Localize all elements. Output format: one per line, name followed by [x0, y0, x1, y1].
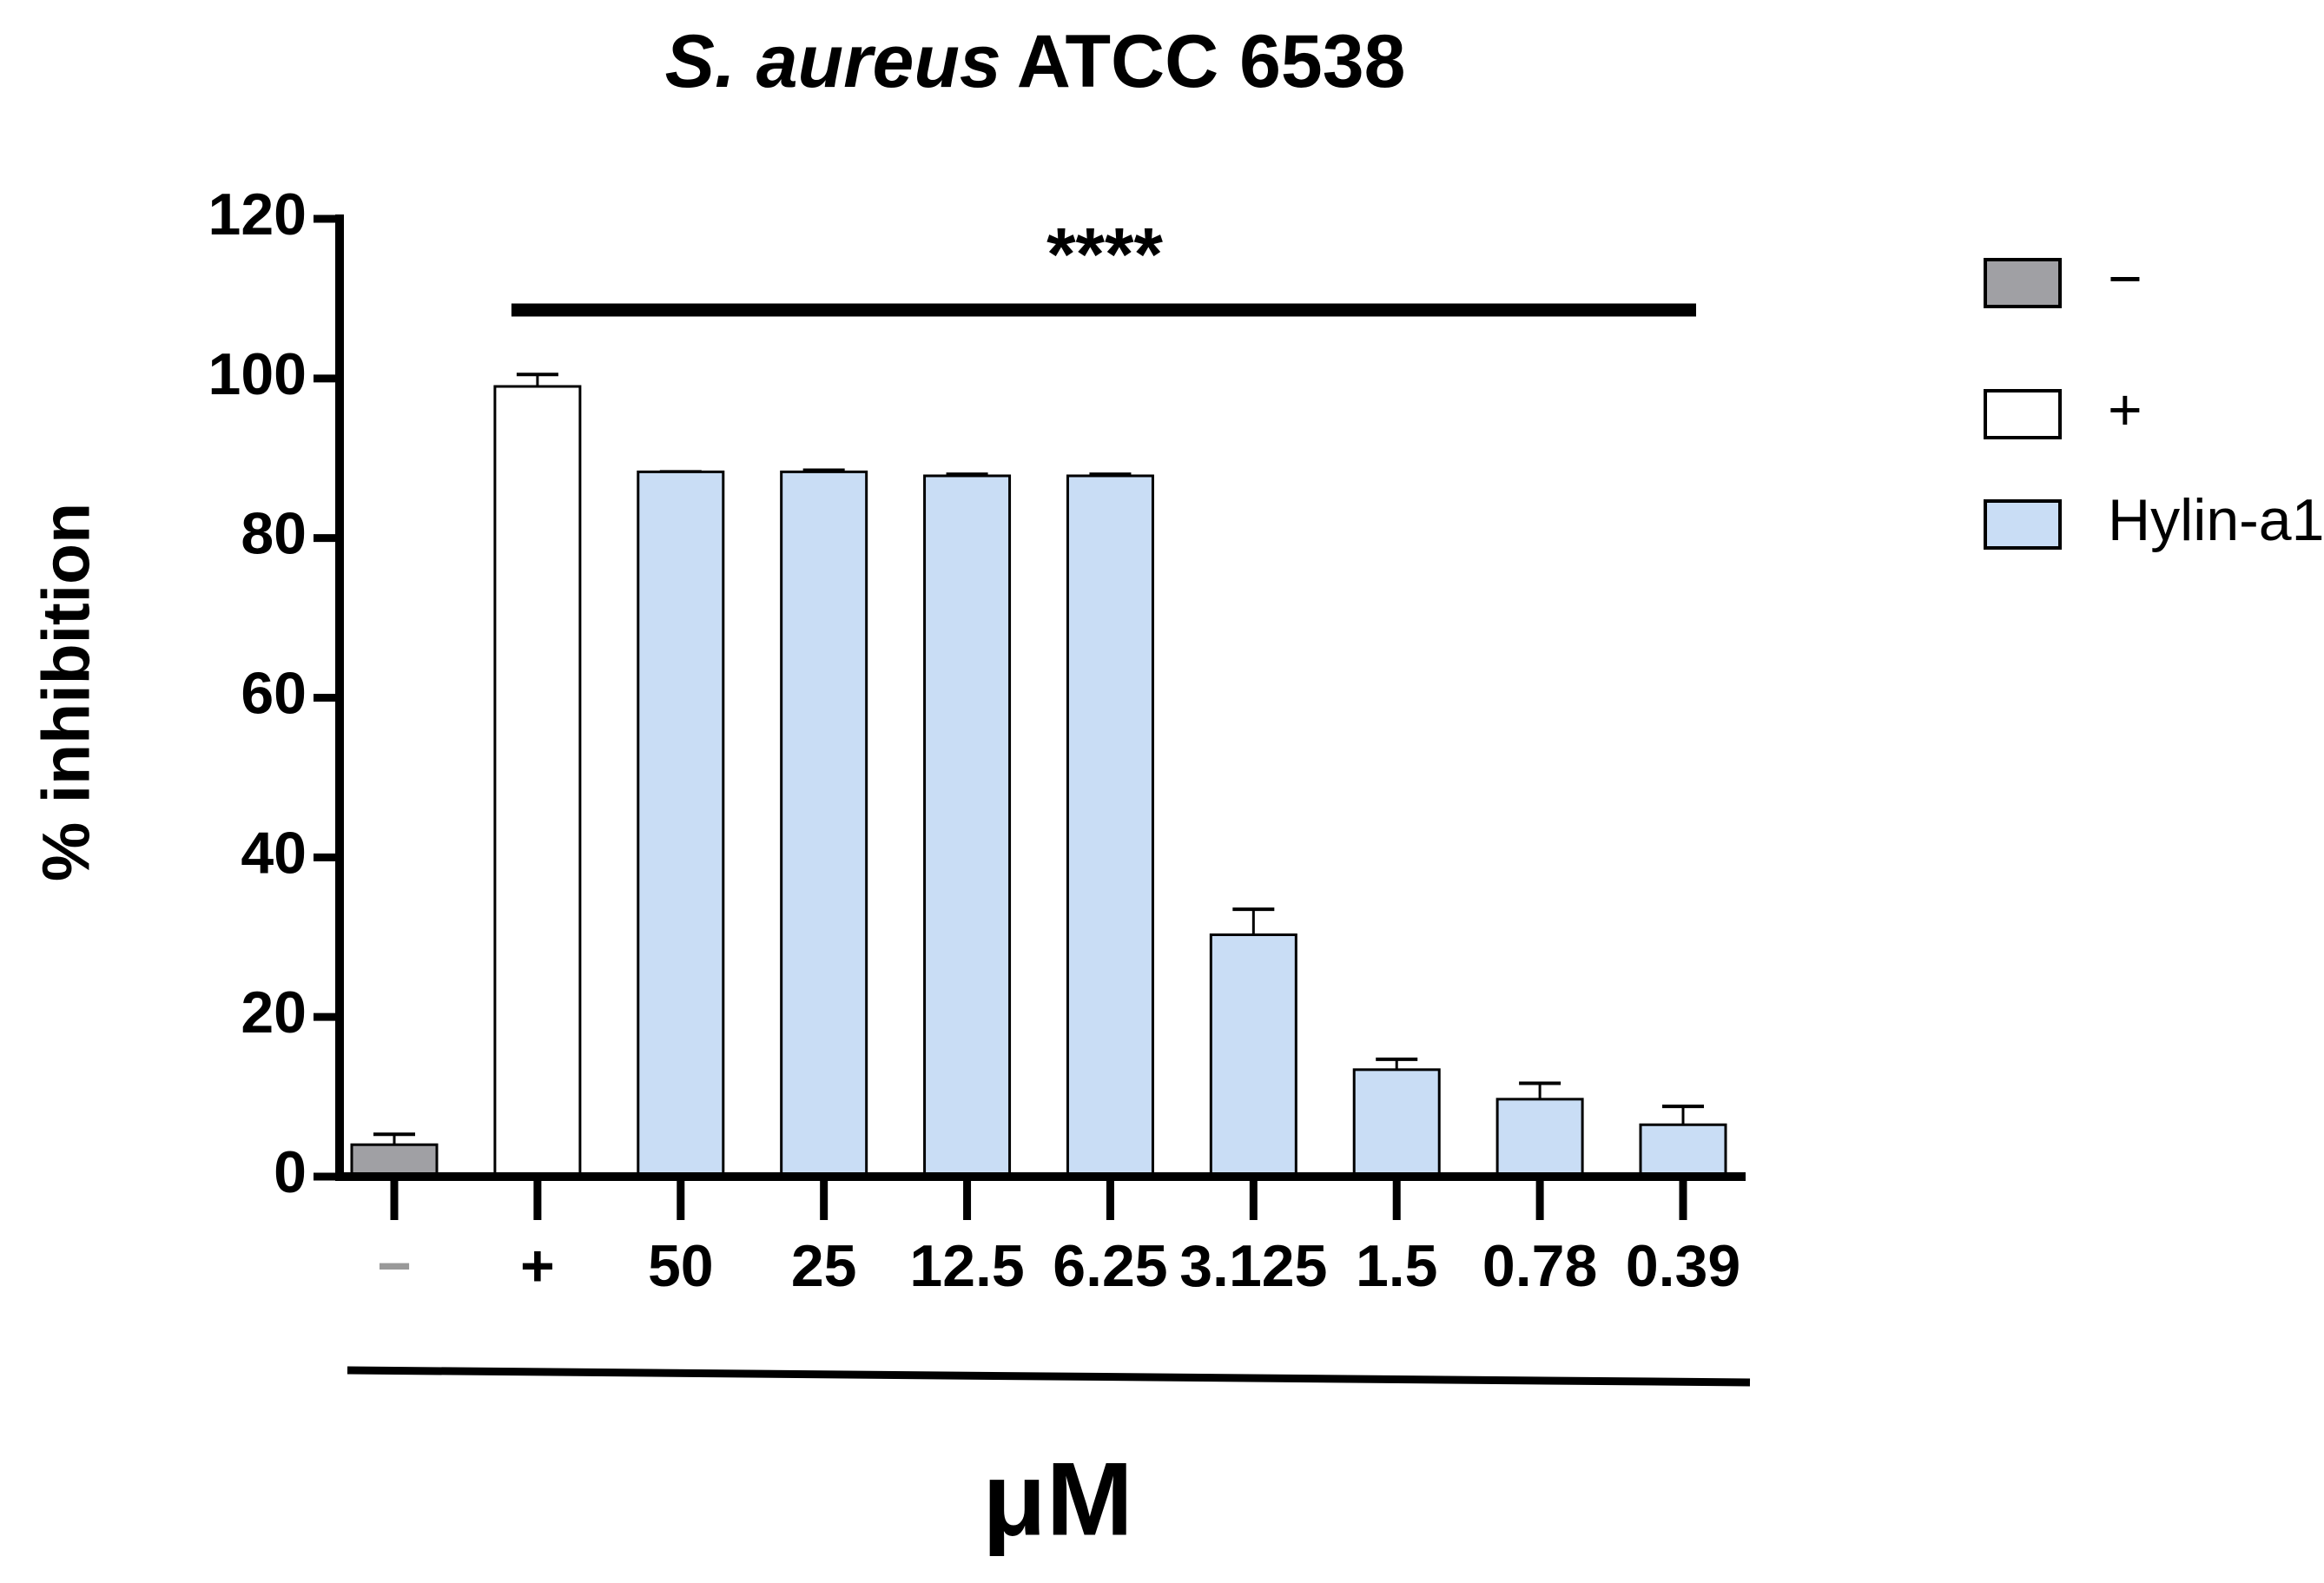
y-tick-label: 0: [274, 1139, 307, 1205]
chart-title: S. aureus ATCC 6538: [665, 20, 1406, 103]
x-tick-label: −: [377, 1233, 412, 1299]
x-tick-label: 0.39: [1626, 1233, 1740, 1299]
y-tick-label: 100: [208, 341, 307, 407]
x-tick-label: 25: [791, 1233, 857, 1299]
legend-label: +: [2108, 377, 2142, 443]
bar: [1066, 474, 1154, 1178]
y-tick-label: 60: [241, 660, 307, 726]
x-tick-label: 12.5: [909, 1233, 1024, 1299]
y-tick-label: 80: [241, 501, 307, 567]
x-group-line: [347, 1366, 1751, 1387]
bar: [1352, 1068, 1441, 1178]
x-axis-label: μM: [982, 1441, 1132, 1558]
y-axis-label: % inhibition: [29, 503, 103, 881]
bar: [637, 470, 725, 1178]
x-tick-label: +: [520, 1233, 555, 1299]
legend-swatch: [1984, 258, 2062, 308]
x-tick-label: 0.78: [1482, 1233, 1597, 1299]
x-tick-label: 3.125: [1179, 1233, 1327, 1299]
x-tick-label: 50: [648, 1233, 714, 1299]
legend-label: Hylin-a1: [2108, 487, 2324, 553]
x-tick-label: 6.25: [1053, 1233, 1167, 1299]
bar: [350, 1143, 439, 1178]
bar: [1209, 933, 1297, 1178]
significance-label: ****: [1046, 214, 1163, 297]
title-italic: S. aureus: [665, 20, 1001, 103]
bar: [780, 470, 868, 1178]
bar: [923, 474, 1012, 1178]
bar: [1495, 1098, 1584, 1178]
y-tick-label: 40: [241, 820, 307, 886]
bar: [1639, 1123, 1727, 1178]
legend-swatch: [1984, 499, 2062, 550]
x-tick-label: 1.5: [1356, 1233, 1438, 1299]
legend-swatch: [1984, 389, 2062, 439]
y-tick-label: 20: [241, 979, 307, 1045]
title-text: ATCC 6538: [1017, 20, 1406, 103]
y-tick-label: 120: [208, 181, 307, 247]
bar: [493, 385, 582, 1178]
legend-label: −: [2108, 246, 2142, 312]
